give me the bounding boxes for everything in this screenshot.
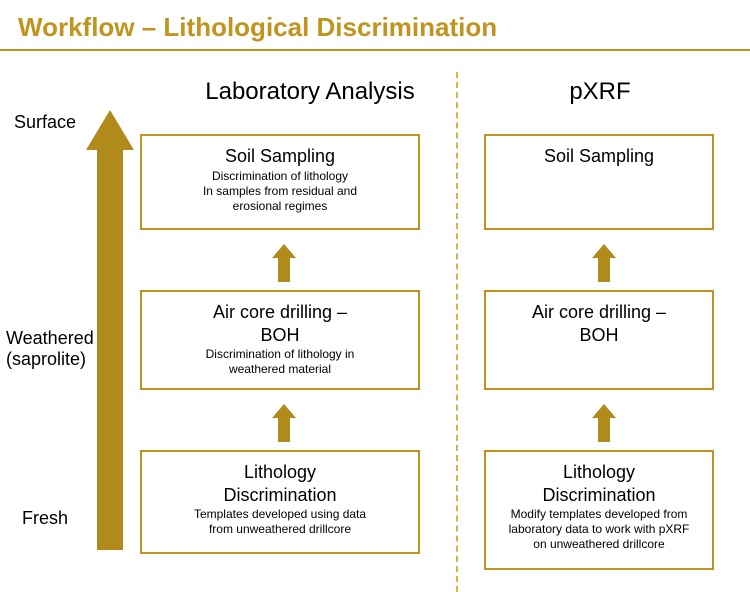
box-sub: on unweathered drillcore xyxy=(494,537,704,552)
box-pxrf-soil-sampling: Soil Sampling xyxy=(484,134,714,230)
column-header-lab-text: Laboratory Analysis xyxy=(205,78,414,105)
box-sub: laboratory data to work with pXRF xyxy=(494,522,704,537)
box-sub: erosional regimes xyxy=(150,199,410,214)
depth-label-surface-text: Surface xyxy=(14,112,76,132)
page-title: Workflow – Lithological Discrimination xyxy=(0,0,750,49)
box-sub: Modify templates developed from xyxy=(494,507,704,522)
arrow-up-icon xyxy=(592,404,616,442)
box-pxrf-aircore: Air core drilling – BOH xyxy=(484,290,714,390)
depth-label-fresh-text: Fresh xyxy=(22,508,68,528)
depth-arrow-icon xyxy=(86,110,134,550)
box-sub: from unweathered drillcore xyxy=(150,522,410,537)
column-header-pxrf-text: pXRF xyxy=(569,78,630,105)
arrow-up-icon xyxy=(272,244,296,282)
box-sub: weathered material xyxy=(150,362,410,377)
depth-label-weathered-l2: (saprolite) xyxy=(6,349,86,369)
box-title: Air core drilling – xyxy=(150,302,410,323)
arrow-up-icon xyxy=(272,404,296,442)
box-title: Discrimination xyxy=(494,485,704,506)
column-divider xyxy=(456,72,458,592)
depth-label-fresh: Fresh xyxy=(22,508,68,529)
box-title: Soil Sampling xyxy=(150,146,410,167)
box-lab-soil-sampling: Soil Sampling Discrimination of litholog… xyxy=(140,134,420,230)
page-title-text: Workflow – Lithological Discrimination xyxy=(18,12,497,42)
box-lab-lithology: Lithology Discrimination Templates devel… xyxy=(140,450,420,554)
column-header-pxrf: pXRF xyxy=(555,78,645,106)
box-title: Soil Sampling xyxy=(494,146,704,167)
box-pxrf-lithology: Lithology Discrimination Modify template… xyxy=(484,450,714,570)
title-underline xyxy=(0,49,750,51)
depth-label-weathered: Weathered (saprolite) xyxy=(6,328,94,370)
box-title: BOH xyxy=(494,325,704,346)
box-lab-aircore: Air core drilling – BOH Discrimination o… xyxy=(140,290,420,390)
box-sub: Discrimination of lithology in xyxy=(150,347,410,362)
box-title: Lithology xyxy=(150,462,410,483)
arrow-up-icon xyxy=(592,244,616,282)
depth-label-surface: Surface xyxy=(14,112,76,133)
box-title: BOH xyxy=(150,325,410,346)
depth-label-weathered-l1: Weathered xyxy=(6,328,94,348)
box-title: Lithology xyxy=(494,462,704,483)
column-header-lab: Laboratory Analysis xyxy=(180,78,440,106)
box-sub: Discrimination of lithology xyxy=(150,169,410,184)
box-title: Air core drilling – xyxy=(494,302,704,323)
box-title: Discrimination xyxy=(150,485,410,506)
box-sub: Templates developed using data xyxy=(150,507,410,522)
box-sub: In samples from residual and xyxy=(150,184,410,199)
